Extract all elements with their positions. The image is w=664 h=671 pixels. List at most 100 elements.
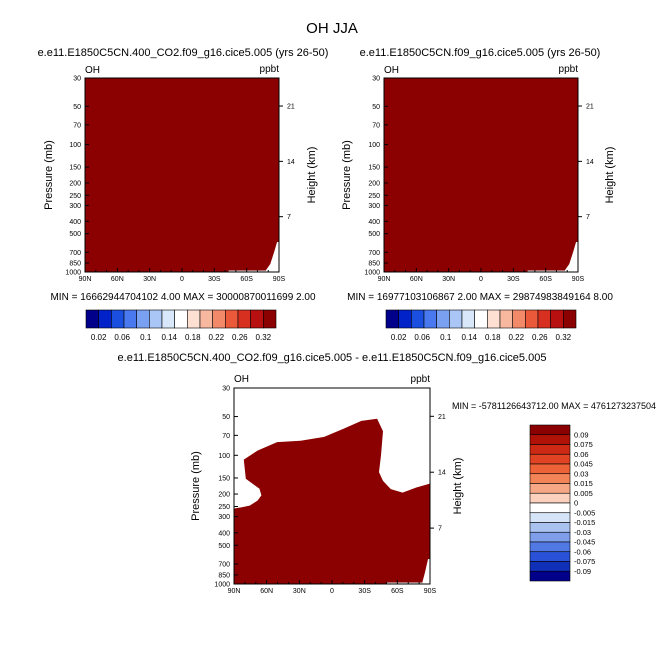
- y-tick-label: 1000: [65, 270, 81, 277]
- x-tick-label: 60S: [391, 588, 404, 595]
- colorbar-label: 0.18: [485, 333, 501, 342]
- field-fill: [234, 418, 430, 584]
- y-tick-label: 30: [222, 386, 230, 393]
- colorbar-swatch: [449, 309, 463, 329]
- y-tick-label: 50: [372, 104, 380, 111]
- colorbar-label: 0.1: [440, 333, 452, 342]
- colorbar-swatch: [149, 309, 163, 329]
- x-tick-label: 30S: [208, 276, 221, 283]
- colorbar-label: 0.22: [508, 333, 524, 342]
- min-max-stats: MIN = -5781126643712.00 MAX = 4761273237…: [452, 401, 656, 411]
- x-axis: 90N 60N 30N 0 30S 60S 90S: [79, 268, 286, 283]
- panel-title: e.e11.E1850C5CN.400_CO2.f09_g16.cice5.00…: [118, 352, 547, 364]
- x-tick-label: 60N: [260, 588, 273, 595]
- y-tick-label: 700: [218, 562, 230, 569]
- y-tick-label: 300: [69, 203, 81, 210]
- topography-mask: [228, 242, 279, 272]
- colorbar-swatch: [212, 309, 226, 329]
- colorbar-swatch: [487, 309, 501, 329]
- colorbar-swatch: [174, 309, 188, 329]
- colorbar-swatch: [237, 309, 251, 329]
- units-label: ppbt: [559, 64, 579, 75]
- height-tick-label: 14: [287, 159, 295, 166]
- y-tick-label: 30: [73, 76, 81, 83]
- colorbar-swatch: [529, 570, 571, 582]
- panel-difference: e.e11.E1850C5CN.400_CO2.f09_g16.cice5.00…: [118, 352, 656, 595]
- field-fill: [384, 78, 578, 272]
- y-tick-label: 500: [218, 543, 230, 550]
- x-tick-label: 90S: [424, 588, 437, 595]
- x-tick-label: 90S: [572, 276, 585, 283]
- colorbar-swatch: [499, 309, 513, 329]
- colorbar-swatch: [512, 309, 526, 329]
- colorbar-label: 0: [574, 499, 578, 508]
- colorbar-label: 0.03: [574, 469, 589, 478]
- colorbar-swatch: [529, 453, 571, 465]
- colorbar-label: -0.075: [574, 557, 595, 566]
- colorbar-label: -0.09: [574, 567, 591, 576]
- page-title: OH JJA: [306, 20, 358, 37]
- units-label: ppbt: [260, 64, 280, 75]
- colorbar-swatch: [529, 551, 571, 562]
- colorbar-swatch: [529, 483, 571, 494]
- y-tick-label: 100: [218, 453, 230, 460]
- colorbar-label: 0.32: [556, 333, 572, 342]
- x-axis: 90N 60N 30N 0 30S 60S 90S: [228, 580, 437, 595]
- y-tick-label: 100: [69, 142, 81, 149]
- x-tick-label: 30N: [293, 588, 306, 595]
- colorbar-swatch: [436, 309, 450, 329]
- colorbar: 0.02 0.06 0.1 0.14 0.18 0.22 0.26 0.32: [85, 309, 277, 342]
- height-axis: 21 14 7: [430, 414, 446, 533]
- colorbar-swatch: [98, 309, 112, 329]
- variable-label: OH: [234, 374, 249, 385]
- colorbar-label: 0.1: [140, 333, 152, 342]
- colorbar-label: 0.02: [391, 333, 407, 342]
- colorbar-swatch: [529, 444, 571, 455]
- min-max-stats: MIN = 16977103106867 2.00 MAX = 29874983…: [347, 292, 613, 303]
- panel-top-right: e.e11.E1850C5CN.f09_g16.cice5.005 (yrs 2…: [341, 47, 616, 342]
- colorbar-swatch: [136, 309, 150, 329]
- colorbar-label: -0.045: [574, 538, 595, 547]
- y-tick-label: 700: [368, 250, 380, 257]
- y-tick-label: 200: [218, 492, 230, 499]
- y-tick-label: 150: [218, 475, 230, 482]
- colorbar-label: -0.03: [574, 528, 591, 537]
- height-tick-label: 7: [287, 214, 291, 221]
- colorbar: 0.090.0750.060.0450.030.0150.0050-0.005-…: [529, 424, 595, 582]
- colorbar-swatch: [123, 309, 137, 329]
- y-tick-label: 50: [222, 414, 230, 421]
- height-tick-label: 21: [586, 104, 594, 111]
- y-tick-label: 400: [69, 219, 81, 226]
- colorbar-swatch: [529, 541, 571, 553]
- y-tick-label: 850: [69, 261, 81, 268]
- y-tick-label: 250: [69, 193, 81, 200]
- panel-title: e.e11.E1850C5CN.400_CO2.f09_g16.cice5.00…: [38, 47, 329, 59]
- x-tick-label: 90S: [273, 276, 286, 283]
- colorbar-swatch: [225, 309, 239, 329]
- height-tick-label: 14: [586, 159, 594, 166]
- variable-label: OH: [384, 65, 399, 76]
- y-axis: 30 50 70 100 150 200 250 300 400 500 700 850 1000: [364, 76, 388, 277]
- height-tick-label: 14: [438, 470, 446, 477]
- y-tick-label: 70: [73, 122, 81, 129]
- colorbar-label: 0.02: [91, 333, 107, 342]
- y-axis-label: Pressure (mb): [341, 140, 353, 210]
- colorbar-label: 0.075: [574, 440, 593, 449]
- contour-field: [85, 78, 279, 272]
- x-tick-label: 60N: [111, 276, 124, 283]
- y-tick-label: 150: [69, 165, 81, 172]
- topography-mask: [386, 559, 430, 584]
- y-tick-label: 400: [368, 219, 380, 226]
- height-axis-label: Height (km): [604, 147, 616, 204]
- min-max-stats: MIN = 16662944704102 4.00 MAX = 30000870…: [50, 292, 315, 303]
- y-axis: 30 50 70 100 150 200 250 300 400 500 700 850 1000: [214, 386, 238, 589]
- colorbar-swatch: [537, 309, 551, 329]
- colorbar-swatch: [187, 309, 201, 329]
- colorbar-swatch: [161, 309, 175, 329]
- x-tick-label: 30N: [143, 276, 156, 283]
- y-tick-label: 100: [368, 142, 380, 149]
- colorbar-swatch: [563, 309, 577, 329]
- colorbar-label: 0.18: [185, 333, 201, 342]
- height-axis: 21 14 7: [578, 104, 594, 221]
- y-tick-label: 200: [69, 180, 81, 187]
